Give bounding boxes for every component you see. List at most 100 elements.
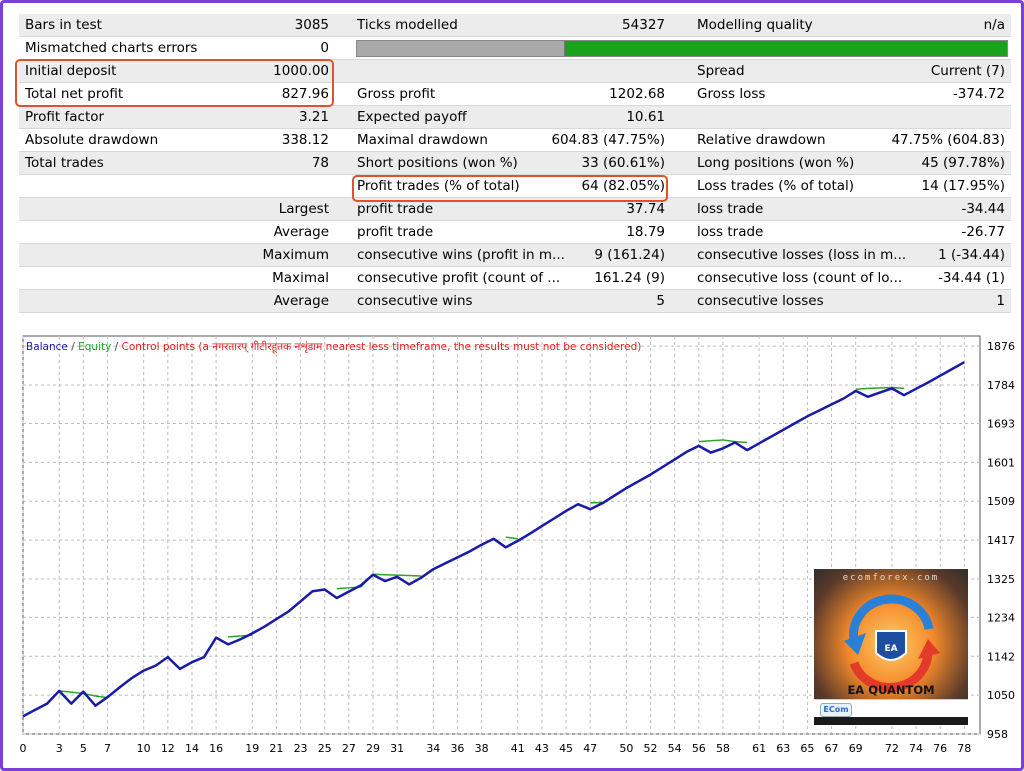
report-row: Maximum consecutive wins (profit in m... 9… bbox=[19, 244, 1011, 267]
report-cell: Total trades 78 bbox=[19, 152, 335, 174]
report-cell: Modelling quality n/a bbox=[671, 14, 1011, 36]
report-row: Absolute drawdown 338.12 Maximal drawdown 6… bbox=[19, 129, 1011, 152]
report-label: Maximal drawdown bbox=[357, 132, 488, 148]
report-cell: Maximum bbox=[19, 244, 335, 266]
x-tick-label: 54 bbox=[668, 742, 682, 755]
report-cell: profit trade 37.74 bbox=[335, 198, 671, 220]
report-cell: Average bbox=[19, 221, 335, 243]
report-row: Bars in test 3085 Ticks modelled 54327 Model… bbox=[19, 14, 1011, 37]
modelling-quality-bar-gray bbox=[357, 41, 565, 56]
x-tick-label: 25 bbox=[318, 742, 332, 755]
report-label: Absolute drawdown bbox=[25, 132, 159, 148]
x-tick-label: 34 bbox=[426, 742, 440, 755]
report-cell: Initial deposit 1000.00 bbox=[19, 60, 335, 82]
report-label: Expected payoff bbox=[357, 109, 467, 125]
report-value: 1 bbox=[996, 293, 1005, 309]
y-tick-label: 1509 bbox=[987, 495, 1015, 508]
report-value: Average bbox=[273, 224, 329, 240]
x-tick-label: 63 bbox=[776, 742, 790, 755]
report-value: 64 (82.05%) bbox=[581, 178, 665, 194]
x-tick-label: 31 bbox=[390, 742, 404, 755]
report-cell: Spread Current (7) bbox=[671, 60, 1011, 82]
report-value bbox=[321, 175, 329, 197]
x-tick-label: 14 bbox=[185, 742, 199, 755]
y-tick-label: 1601 bbox=[987, 456, 1015, 469]
report-label: consecutive losses bbox=[697, 293, 824, 309]
x-tick-label: 58 bbox=[716, 742, 730, 755]
x-tick-label: 52 bbox=[644, 742, 658, 755]
report-label: Bars in test bbox=[25, 17, 102, 33]
report-value bbox=[997, 106, 1005, 128]
report-value: 161.24 (9) bbox=[594, 270, 665, 286]
equity-line-segment bbox=[505, 536, 518, 540]
report-cell: Maximal drawdown 604.83 (47.75%) bbox=[335, 129, 671, 151]
report-value: 1000.00 bbox=[273, 63, 329, 79]
report-value: -374.72 bbox=[952, 86, 1005, 102]
y-tick-label: 1050 bbox=[987, 689, 1015, 702]
x-tick-label: 10 bbox=[137, 742, 151, 755]
report-cell: consecutive wins (profit in m... 9 (161.2… bbox=[335, 244, 671, 266]
x-tick-label: 76 bbox=[933, 742, 947, 755]
report-label: profit trade bbox=[357, 224, 434, 240]
x-tick-label: 56 bbox=[692, 742, 706, 755]
x-tick-label: 5 bbox=[80, 742, 87, 755]
report-label: Total trades bbox=[25, 155, 104, 171]
x-tick-label: 21 bbox=[269, 742, 283, 755]
chart-legend: Balance / Equity / Control points (a नगर… bbox=[26, 340, 641, 354]
report-label: Gross profit bbox=[357, 86, 436, 102]
report-value: 45 (97.78%) bbox=[921, 155, 1005, 171]
report-cell: consecutive wins 5 bbox=[335, 290, 671, 312]
report-row: Mismatched charts errors 0 bbox=[19, 37, 1011, 60]
report-label: consecutive wins bbox=[357, 293, 473, 309]
badge-emblem-text: EA bbox=[884, 644, 897, 654]
report-value: 10.61 bbox=[626, 109, 665, 125]
report-value: 3085 bbox=[294, 17, 329, 33]
report-cell: loss trade -34.44 bbox=[671, 198, 1011, 220]
report-row: Profit factor 3.21 Expected payoff 10.61 bbox=[19, 106, 1011, 129]
report-label: Mismatched charts errors bbox=[25, 40, 198, 56]
report-row: Maximal consecutive profit (count of ... 1… bbox=[19, 267, 1011, 290]
report-table: Bars in test 3085 Ticks modelled 54327 Model… bbox=[19, 14, 1011, 313]
report-cell: Maximal bbox=[19, 267, 335, 289]
report-cell: Mismatched charts errors 0 bbox=[19, 37, 335, 59]
modelling-quality-bar bbox=[356, 40, 1008, 57]
x-tick-label: 67 bbox=[825, 742, 839, 755]
report-cell: profit trade 18.79 bbox=[335, 221, 671, 243]
report-value: 18.79 bbox=[626, 224, 665, 240]
badge-emblem-icon: EA bbox=[844, 594, 940, 692]
x-tick-label: 19 bbox=[245, 742, 259, 755]
report-label: Spread bbox=[697, 63, 745, 79]
report-value: -34.44 (1) bbox=[938, 270, 1005, 286]
report-cell: Largest bbox=[19, 198, 335, 220]
report-value: 9 (161.24) bbox=[594, 247, 665, 263]
x-tick-label: 0 bbox=[20, 742, 27, 755]
equity-line-segment bbox=[698, 440, 711, 443]
x-tick-label: 47 bbox=[583, 742, 597, 755]
equity-line-segment bbox=[397, 574, 422, 577]
badge-footer-bar bbox=[814, 717, 968, 725]
report-cell: Total net profit 827.96 bbox=[19, 83, 335, 105]
report-value: Current (7) bbox=[930, 63, 1005, 79]
report-cell bbox=[335, 60, 671, 82]
report-cell: Ticks modelled 54327 bbox=[335, 14, 671, 36]
report-cell: consecutive loss (count of lo... -34.44 (… bbox=[671, 267, 1011, 289]
report-value: -26.77 bbox=[961, 224, 1005, 240]
x-tick-label: 74 bbox=[909, 742, 923, 755]
x-tick-label: 65 bbox=[800, 742, 814, 755]
ea-quantom-badge: ecomforex.com EA EA QUANTOM ECom bbox=[814, 569, 968, 725]
x-tick-label: 50 bbox=[619, 742, 633, 755]
report-cell: consecutive profit (count of ... 161.24 (… bbox=[335, 267, 671, 289]
y-tick-label: 1417 bbox=[987, 534, 1015, 547]
legend-separator: / bbox=[67, 341, 79, 353]
equity-line-segment bbox=[710, 439, 724, 442]
report-value: 0 bbox=[320, 40, 329, 56]
report-cell: Absolute drawdown 338.12 bbox=[19, 129, 335, 151]
x-tick-label: 36 bbox=[450, 742, 464, 755]
report-value bbox=[657, 60, 665, 82]
y-tick-label: 1693 bbox=[987, 417, 1015, 430]
x-tick-label: 23 bbox=[294, 742, 308, 755]
report-label: loss trade bbox=[697, 201, 764, 217]
report-value: 47.75% (604.83) bbox=[891, 132, 1005, 148]
x-tick-label: 72 bbox=[885, 742, 899, 755]
x-tick-label: 43 bbox=[535, 742, 549, 755]
